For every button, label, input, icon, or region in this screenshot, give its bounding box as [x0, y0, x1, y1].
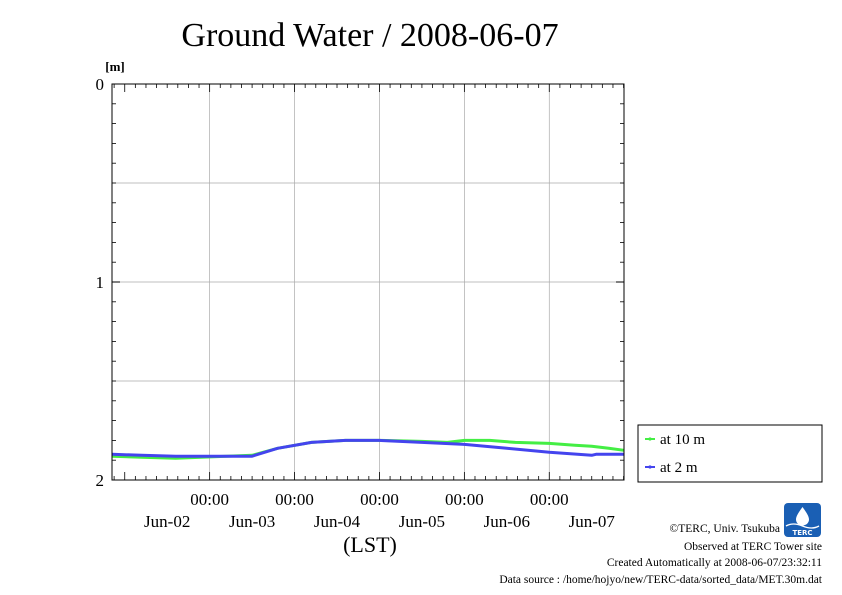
data-source-text: Data source : /home/hojyo/new/TERC-data/…	[499, 574, 822, 586]
x-time-tick-label: 00:00	[275, 490, 314, 509]
x-time-tick-labels: 00:00 00:00 00:00 00:00 00:00	[190, 490, 568, 509]
y-tick-labels: 0 1 2	[96, 75, 105, 490]
created-text: Created Automatically at 2008-06-07/23:3…	[607, 557, 822, 569]
x-time-tick-label: 00:00	[360, 490, 399, 509]
x-date-labels: Jun-02 Jun-03 Jun-04 Jun-05 Jun-06 Jun-07	[144, 512, 615, 531]
legend-label-2m: at 2 m	[660, 460, 698, 476]
series-line-1	[111, 438, 624, 458]
grid-lines	[112, 84, 624, 480]
y-tick-label: 0	[96, 75, 105, 94]
terc-logo-text: TERC	[792, 529, 812, 537]
copyright-text: ©TERC, Univ. Tsukuba	[670, 523, 780, 535]
terc-logo: TERC	[784, 503, 821, 537]
wave-icon	[785, 523, 820, 529]
x-time-tick-label: 00:00	[530, 490, 569, 509]
axis-ticks	[112, 83, 624, 481]
legend-marker-2m	[648, 465, 652, 469]
observed-text: Observed at TERC Tower site	[684, 541, 822, 553]
y-tick-label: 1	[96, 273, 105, 292]
legend-label-10m: at 10 m	[660, 432, 705, 448]
water-drop-icon	[796, 507, 809, 526]
x-date-label: Jun-05	[399, 512, 445, 531]
series-lines	[111, 438, 625, 460]
y-axis-unit: [m]	[105, 59, 125, 74]
x-date-label: Jun-02	[144, 512, 190, 531]
legend: at 10 m at 2 m	[637, 424, 823, 483]
x-time-tick-label: 00:00	[190, 490, 229, 509]
y-tick-label: 2	[96, 471, 105, 490]
x-time-tick-label: 00:00	[445, 490, 484, 509]
legend-box	[637, 424, 823, 483]
x-date-label: Jun-07	[569, 512, 616, 531]
x-date-label: Jun-06	[484, 512, 530, 531]
x-date-label: Jun-03	[229, 512, 275, 531]
legend-marker-10m	[648, 437, 652, 441]
x-axis-label: (LST)	[343, 532, 397, 557]
x-date-label: Jun-04	[314, 512, 361, 531]
chart-title: Ground Water / 2008-06-07	[181, 17, 558, 54]
